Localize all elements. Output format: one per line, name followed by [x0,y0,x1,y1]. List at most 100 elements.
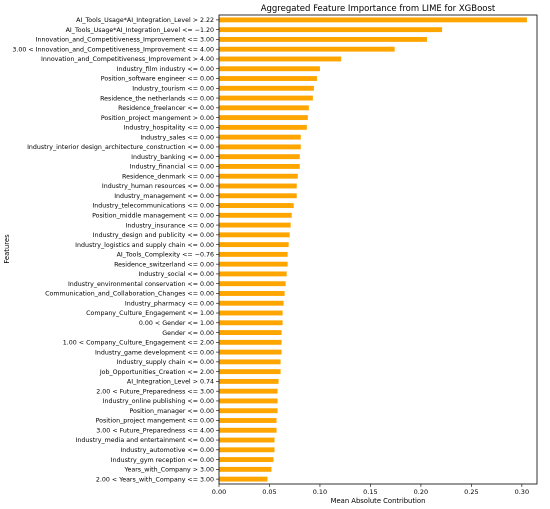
bar [219,17,527,23]
x-tick-label: 0.10 [313,488,327,496]
bar [219,105,309,111]
bar [219,164,300,169]
category-label: Industry_logistics and supply chain <= 0… [75,242,214,249]
category-label: Gender <= 0.00 [162,330,214,337]
category-label: 0.00 < Gender <= 1.00 [139,320,214,327]
bar [219,144,301,150]
category-label: 3.00 < Future_Preparedness <= 4.00 [96,427,214,434]
category-label: Innovation_and_Competitiveness_Improveme… [41,56,214,63]
x-tick-label: 0.05 [262,488,276,496]
category-label: Innovation_and_Competitiveness_Improveme… [36,37,214,44]
category-label: 3.00 < Innovation_and_Competitiveness_Im… [12,46,214,53]
bar [219,330,282,335]
category-label: Industry_tourism <= 0.00 [132,85,214,92]
bar [219,222,291,228]
category-labels: AI_Tools_Usage*AI_Integration_Level > 2.… [12,17,219,483]
x-tick-label: 0.25 [464,488,478,496]
bars-group [219,17,527,482]
x-tick-label: 0.15 [363,488,377,496]
y-axis-title: Features [3,234,11,264]
plot-frame [218,14,538,485]
x-tick-label: 0.30 [515,488,529,496]
bar [219,447,275,453]
category-label: 2.00 < Years_with_Company <= 3.00 [96,476,214,483]
category-label: Industry_telecommunications <= 0.00 [92,203,214,210]
bar [219,115,308,121]
bar [219,271,287,277]
category-label: Position_project mangement <= 0.00 [96,418,214,425]
category-label: Company_Culture_Engagement <= 1.00 [86,310,214,317]
category-label: Industry_sales <= 0.00 [140,134,214,141]
category-label: Industry_human resources <= 0.00 [102,183,214,190]
category-label: Industry_online publishing <= 0.00 [103,398,214,405]
bar [219,95,313,101]
bar [219,46,395,52]
bar [219,398,278,404]
bar [219,310,283,316]
bar [219,291,285,296]
category-label: Residence_the netherlands <= 0.00 [100,95,214,102]
bar [219,173,298,179]
category-label: Industry_management <= 0.00 [114,193,214,200]
bar [219,124,307,130]
category-label: Industry_banking <= 0.00 [131,154,214,161]
category-label: Industry_design and publicity <= 0.00 [93,232,214,239]
category-label: Residence_denmark <= 0.00 [122,173,214,180]
bar [219,66,320,72]
bar [219,359,281,365]
bar [219,369,281,375]
category-label: AI_Tools_Usage*AI_Integration_Level > 2.… [76,17,214,24]
bar [219,212,292,218]
category-label: Industry_social <= 0.00 [138,271,214,278]
category-label: Industry_supply chain <= 0.00 [117,359,214,366]
category-label: Industry_game development <= 0.00 [95,349,214,356]
bar [219,320,283,326]
category-label: Residence_freelancer <= 0.00 [118,105,214,112]
bar [219,378,279,384]
x-axis-ticks: 0.00 0.05 0.10 0.15 0.20 0.25 0.30 [212,484,529,496]
bar [219,261,288,267]
bar [219,85,314,91]
bar [219,154,300,160]
bar [219,437,275,443]
category-label: Position_middle management <= 0.00 [92,213,214,220]
category-label: Position_software engineer <= 0.00 [101,76,214,83]
category-label: Industry_financial <= 0.00 [130,164,214,171]
category-label: Industry_interior design_architecture_co… [27,144,214,151]
category-label: Industry_film industry <= 0.00 [117,66,214,73]
category-label: Industry_gym reception <= 0.00 [111,457,214,464]
bar [219,339,282,345]
category-label: Residence_switzerland <= 0.00 [114,261,214,268]
bar [219,232,290,238]
bar [219,193,297,199]
category-label: Industry_automotive <= 0.00 [120,447,214,454]
bar [219,418,277,423]
bar [219,466,272,472]
bar [219,242,289,248]
bar [219,183,297,189]
category-label: AI_Tools_Complexity <= −0.76 [117,252,214,259]
chart-title: Aggregated Feature Importance from LIME … [261,4,496,14]
bar [219,476,268,482]
category-label: Job_Opportunities_Creation <= 2.00 [99,369,214,376]
x-tick-label: 0.20 [414,488,428,496]
x-axis-title: Mean Absolute Contribution [331,497,426,505]
bar [219,36,427,42]
category-label: AI_Tools_Usage*AI_Integration_Level <= −… [66,27,214,34]
bar [219,427,277,433]
bar [219,76,317,81]
bar [219,457,274,463]
bar [219,134,301,140]
x-tick-label: 0.00 [212,488,226,496]
bar [219,281,286,287]
bar [219,408,278,414]
category-label: Position_manager <= 0.00 [129,408,214,415]
bar [219,203,294,208]
category-label: Industry_pharmacy <= 0.00 [125,300,214,307]
category-label: Years_with_Company > 3.00 [123,467,214,474]
category-label: AI_Integration_Level > 0.74 [127,379,214,386]
bar [219,27,443,33]
category-label: Communication_and_Collaboration_Changes … [45,291,214,298]
category-label: Industry_media and entertainment <= 0.00 [76,437,214,444]
